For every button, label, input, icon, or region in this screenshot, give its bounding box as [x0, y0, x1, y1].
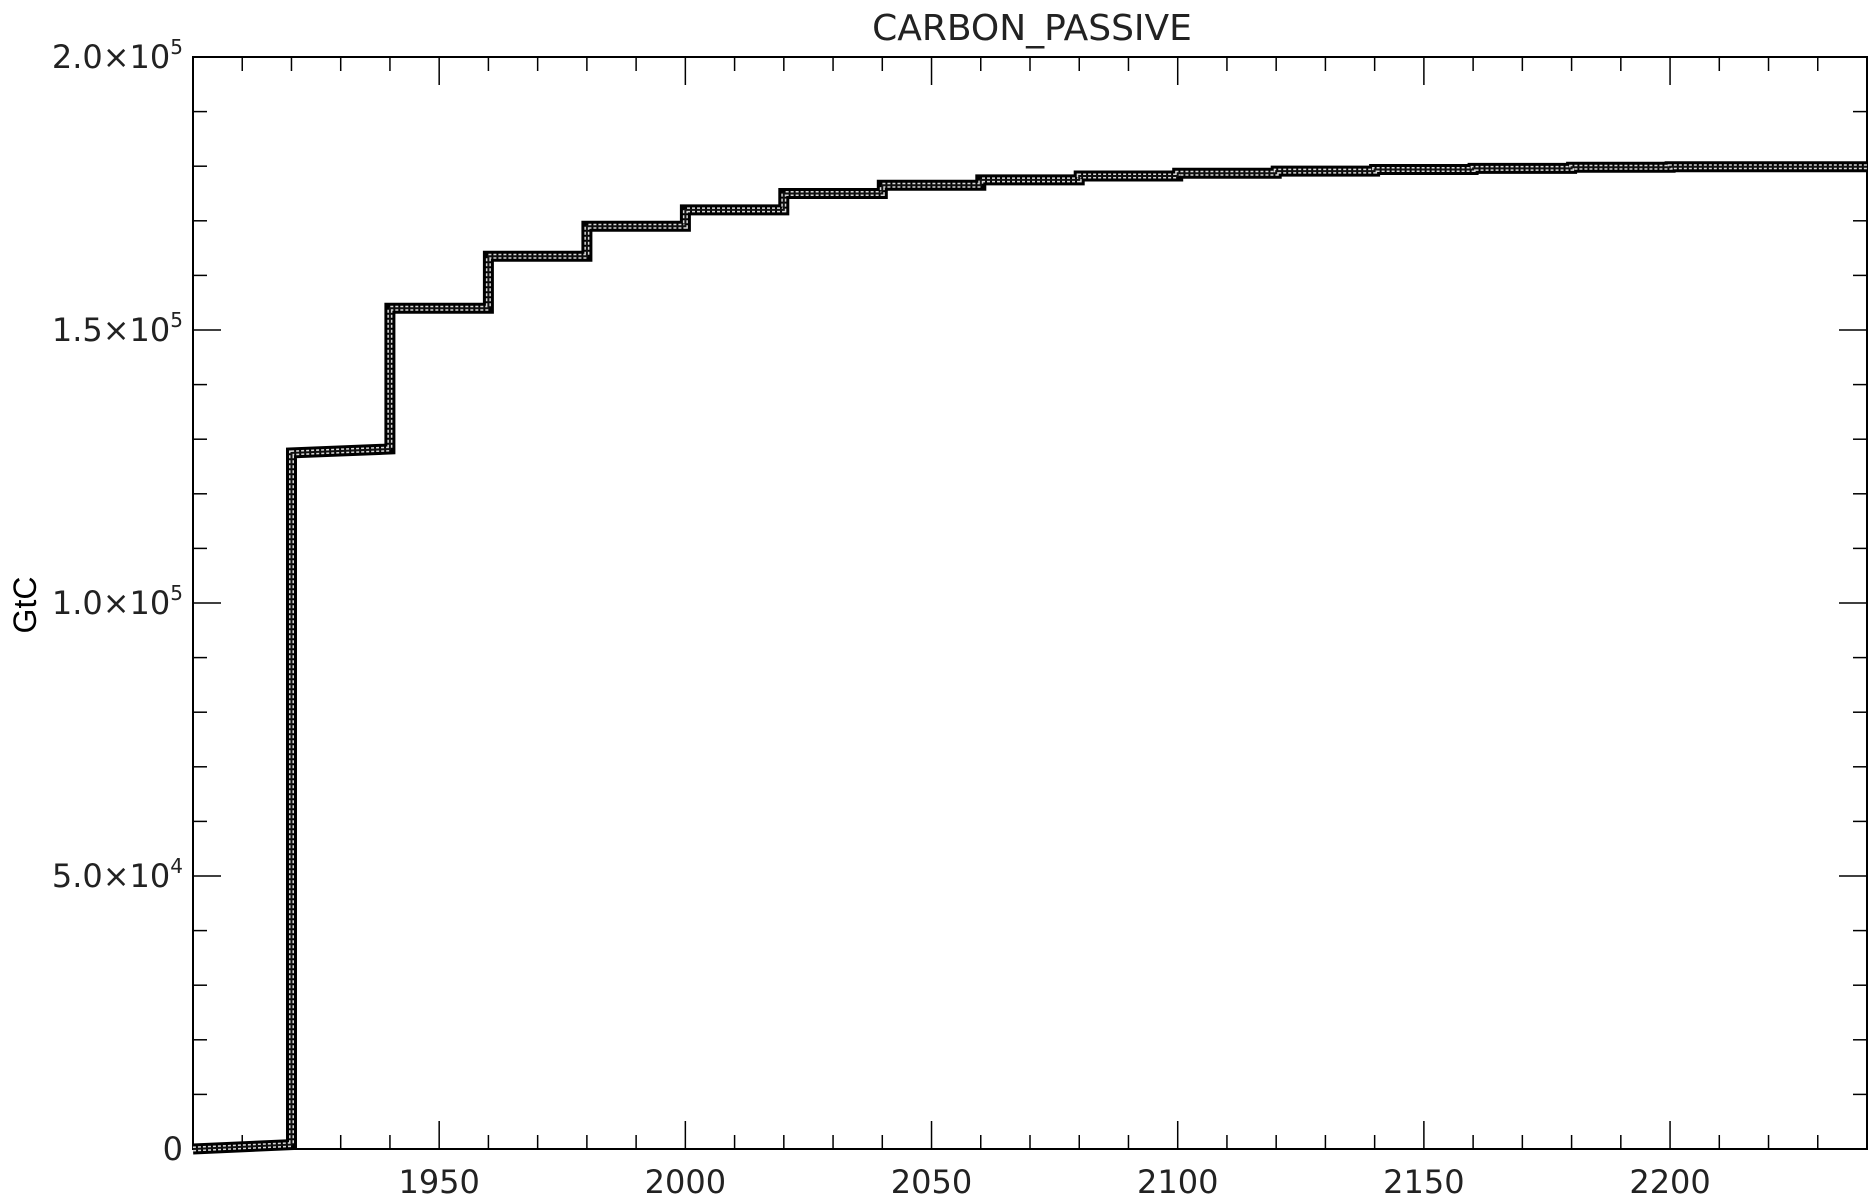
x-axis-tick-labels: 1950 2000 2050 2100 2150 2200 — [398, 1163, 1710, 1201]
y-tick-label: 2.0×105 — [52, 35, 183, 76]
y-tick-mantissa: 5.0×10 — [52, 857, 170, 895]
y-tick-label: 5.0×104 — [52, 854, 183, 895]
series-line — [192, 165, 1867, 1150]
x-tick-label: 2200 — [1629, 1163, 1710, 1201]
y-tick-label: 0 — [163, 1130, 183, 1168]
y-tick-exponent: 5 — [170, 35, 183, 59]
series-line-outline — [192, 161, 1867, 1155]
chart-title: CARBON_PASSIVE — [872, 8, 1192, 49]
x-tick-label: 2100 — [1137, 1163, 1218, 1201]
y-axis-label: GtC — [7, 577, 43, 634]
x-tick-label: 2050 — [891, 1163, 972, 1201]
series-line-fill — [192, 164, 1867, 1152]
y-tick-mantissa: 1.0×10 — [52, 584, 170, 622]
y-tick-exponent: 5 — [170, 308, 183, 332]
plot-frame — [192, 56, 1868, 1150]
axis-ticks — [192, 56, 1868, 1150]
x-tick-label: 2000 — [645, 1163, 726, 1201]
x-tick-label: 1950 — [398, 1163, 479, 1201]
y-tick-mantissa: 2.0×10 — [52, 38, 170, 76]
y-tick-label: 1.0×105 — [52, 581, 183, 622]
y-tick-exponent: 5 — [170, 581, 183, 605]
x-tick-label: 2150 — [1383, 1163, 1464, 1201]
y-tick-mantissa: 0 — [163, 1130, 183, 1168]
data-series — [192, 161, 1867, 1155]
y-tick-exponent: 4 — [170, 854, 183, 878]
y-tick-label: 1.5×105 — [52, 308, 183, 349]
y-tick-mantissa: 1.5×10 — [52, 311, 170, 349]
